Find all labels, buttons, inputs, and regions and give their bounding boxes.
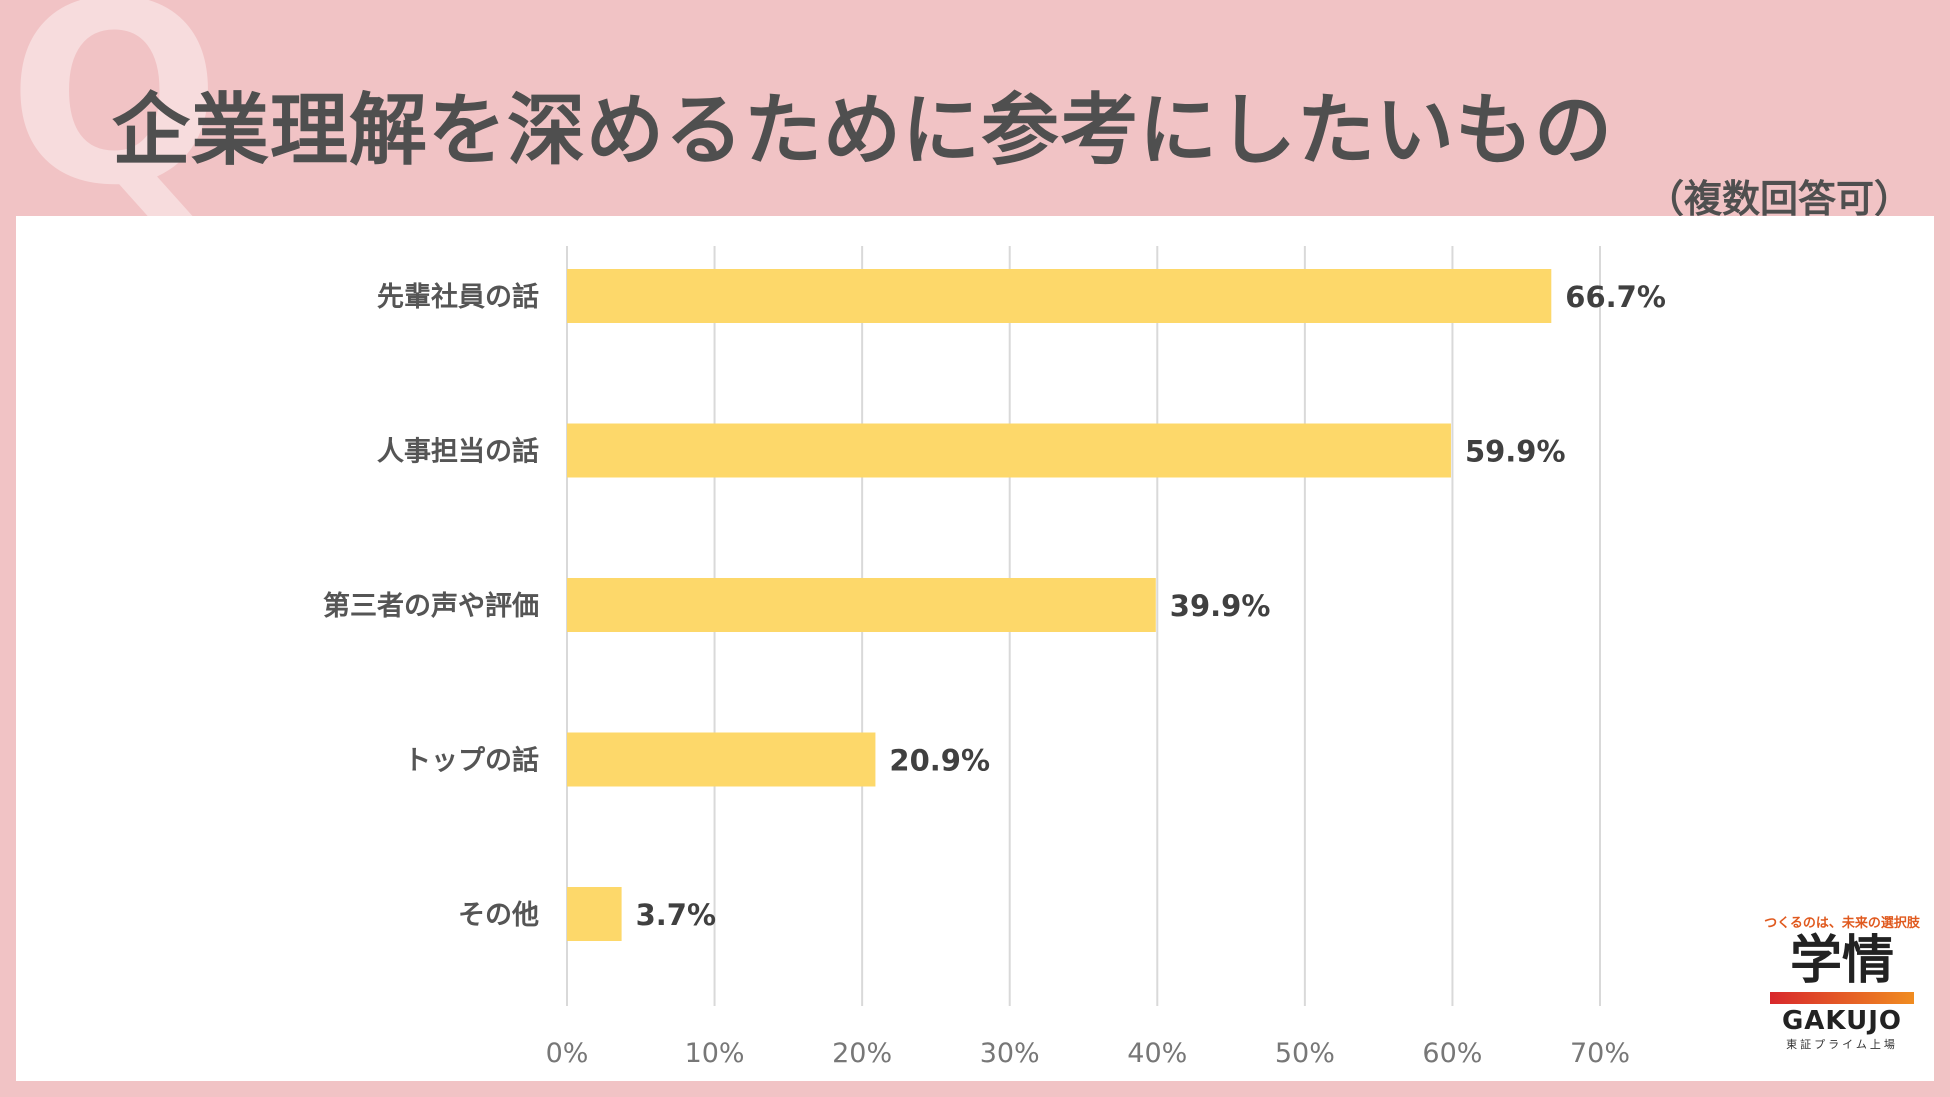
bar [567,423,1451,478]
bar [567,578,1156,632]
logo-listing: 東証プライム上場 [1786,1038,1898,1052]
x-tick-label: 60% [1422,1038,1482,1069]
bar [567,732,876,787]
data-label: 3.7% [636,898,716,932]
data-label: 20.9% [889,744,990,778]
gakujo-logo: つくるのは、未来の選択肢 学情 GAKUJO 東証プライム上場 [1762,912,1922,1052]
x-tick-label: 40% [1127,1038,1187,1069]
bar [567,269,1552,323]
q-mark: Q [8,0,221,240]
bar [567,887,622,941]
category-label: 第三者の声や評価 [323,590,539,622]
data-label: 59.9% [1465,435,1566,469]
category-label: 先輩社員の話 [377,281,539,313]
logo-tagline: つくるのは、未来の選択肢 [1764,916,1920,931]
x-tick-label: 0% [546,1038,589,1069]
category-label: トップの話 [404,745,539,777]
x-tick-label: 30% [980,1038,1040,1069]
page-subtitle: （複数回答可） [1645,177,1912,221]
page-title: 企業理解を深めるために参考にしたいもの [112,86,1614,176]
data-label: 66.7% [1565,280,1666,314]
logo-color-bar [1770,992,1914,1005]
logo-name-jp: 学情 [1789,931,1894,991]
logo-name-en: GAKUJO [1781,1006,1903,1037]
category-label: 人事担当の話 [377,436,539,468]
category-label: その他 [458,900,539,931]
data-label: 39.9% [1170,589,1271,623]
x-tick-label: 70% [1570,1038,1630,1069]
x-tick-label: 50% [1275,1038,1335,1069]
x-tick-label: 10% [685,1038,745,1069]
bar-chart: 0% 10% 20% 30% 40% 50% 60% 70% 先輩社員の話 66.7% 人事担当の話… [323,246,1666,1069]
x-tick-label: 20% [832,1038,892,1069]
chart-panel: 0% 10% 20% 30% 40% 50% 60% 70% 先輩社員の話 66.7% 人事担当の話… [16,216,1934,1081]
